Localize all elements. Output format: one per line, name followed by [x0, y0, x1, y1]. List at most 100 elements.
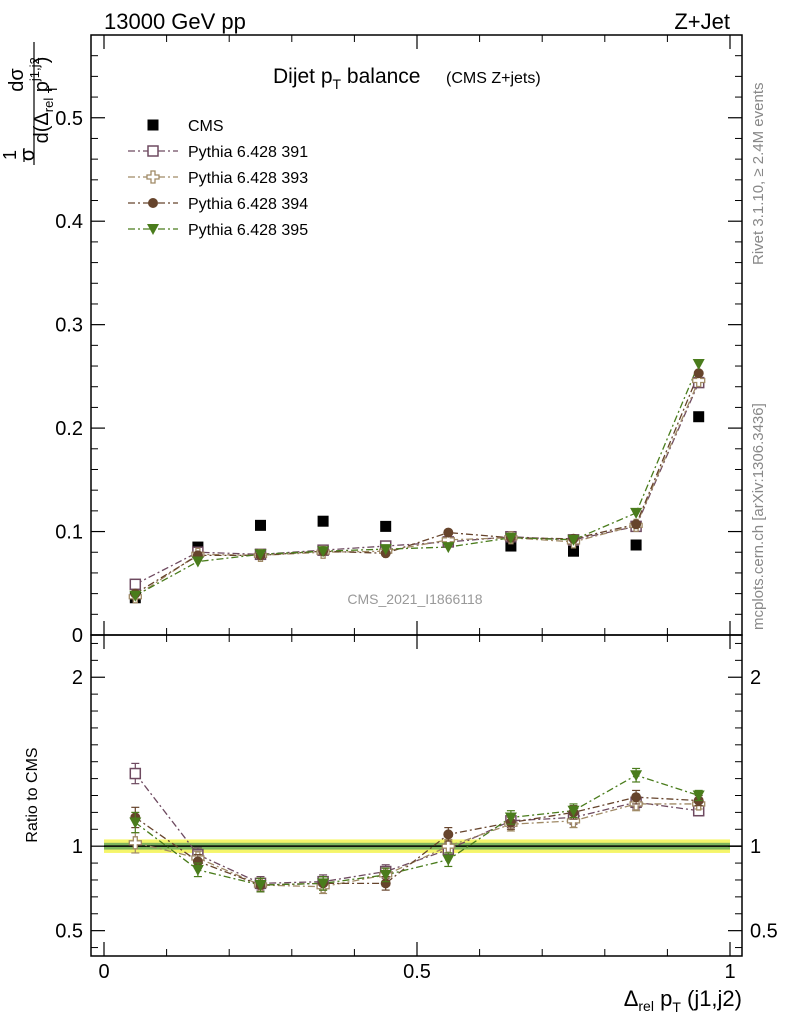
header-left: 13000 GeV pp [104, 9, 246, 34]
main-point-series4 [692, 358, 705, 370]
main-point-series0 [255, 519, 266, 531]
legend-label-2: Pythia 6.428 393 [188, 170, 308, 187]
legend-label-4: Pythia 6.428 395 [188, 222, 308, 239]
chart-title-main: Dijet p [273, 65, 333, 88]
main-point-series4 [504, 532, 517, 544]
x-axis-label: Δrel pT (j1,j2) [624, 986, 742, 1015]
xlabel-delta: Δ [624, 986, 639, 1011]
main-point-series0 [630, 539, 642, 551]
legend-marker [148, 198, 158, 208]
main-series-line-4 [134, 363, 700, 597]
main-series-line-3 [134, 373, 700, 595]
main-point-series1 [129, 578, 142, 591]
ratio-point-series3 [379, 869, 392, 881]
main-y-tick-label: 0.2 [55, 418, 83, 440]
main-point-series4 [191, 556, 204, 568]
ratio-point-series2 [631, 792, 642, 803]
ratio-point-series3 [254, 880, 267, 892]
ylabel-p: p [31, 81, 53, 98]
ratio-point-series2 [380, 878, 391, 889]
main-point-series0 [505, 540, 517, 552]
ylabel-rel: rel [41, 98, 56, 113]
legend-label-0: CMS [188, 118, 224, 135]
ratio-point-series3 [442, 854, 455, 866]
x-tick-label: 0 [98, 961, 109, 983]
ratio-series-line-3 [134, 774, 699, 886]
main-point-series4 [317, 546, 330, 558]
ratio-panel: 0.5 0.5 1 1 2 2 0 0.5 1 [55, 634, 778, 983]
ratio-point-series2 [443, 829, 454, 840]
ratio-point-series3 [630, 770, 643, 782]
main-y-tick-label: 0.4 [55, 211, 83, 233]
main-point-series3 [631, 519, 642, 530]
ratio-y-tick-label-right: 2 [750, 667, 761, 689]
ratio-point-series2 [192, 856, 203, 867]
main-point-series3 [443, 527, 454, 538]
main-point-series0 [317, 515, 329, 527]
ratio-panel-frame [90, 634, 743, 957]
legend-marker [147, 119, 159, 131]
ratio-point-series3 [504, 812, 517, 824]
ylabel-T: T [45, 85, 60, 93]
main-point-series0 [380, 520, 392, 532]
chart-title-note: (CMS Z+jets) [446, 70, 541, 87]
ratio-point-series3 [129, 817, 142, 829]
main-point-series0 [568, 545, 579, 557]
main-series-line-2 [134, 380, 700, 598]
ratio-point-series3 [191, 864, 204, 876]
ratio-y-tick-label: 1 [72, 836, 83, 858]
main-y-tick-label: 0 [72, 625, 83, 647]
ylabel-dsigma: dσ [6, 68, 28, 92]
main-y-tick-label: 0.3 [55, 315, 83, 337]
ylabel-sigma: σ [17, 148, 39, 161]
main-point-series2 [692, 373, 706, 388]
ratio-y-tick-label-right: 1 [750, 836, 761, 858]
main-y-tick-label: 0.1 [55, 522, 83, 544]
ylabel-one: 1 [0, 150, 20, 160]
legend-label-3: Pythia 6.428 394 [188, 196, 308, 213]
ratio-point-series1 [128, 836, 142, 850]
ratio-y-tick-label: 2 [72, 667, 83, 689]
xlabel-rel: rel [638, 998, 654, 1014]
chart-title-sub: T [333, 76, 342, 92]
main-point-series4 [567, 534, 580, 546]
ratio-y-axis-label: Ratio to CMS [24, 747, 41, 842]
ylabel-denominator: d(Δrel pj1,j2T) [27, 57, 60, 144]
ratio-y-tick-label: 0.5 [55, 921, 83, 943]
side-label-rivet: Rivet 3.1.10, ≥ 2.4M events [750, 83, 767, 266]
x-tick-label: 1 [724, 961, 735, 983]
ratio-point-series1 [441, 839, 455, 853]
x-tick-label: 0.5 [403, 961, 431, 983]
ylabel-d: d(Δ [31, 112, 53, 143]
ratio-series-line-2 [134, 796, 699, 886]
ratio-point-series3 [567, 805, 580, 817]
header-right: Z+Jet [674, 9, 730, 34]
main-point-series0 [693, 411, 705, 423]
main-y-tick-label: 0.5 [55, 108, 83, 130]
chart-title-tail: balance [341, 65, 420, 88]
legend: CMS Pythia 6.428 391 Pythia 6.428 393 Pythi… [128, 118, 308, 239]
main-series-line-1 [135, 382, 700, 585]
legend-marker [147, 145, 159, 157]
legend-marker [147, 224, 159, 235]
ratio-y-tick-label-right: 0.5 [750, 921, 778, 943]
main-point-series4 [254, 549, 267, 561]
ratio-point-series3 [317, 878, 330, 890]
ratio-series-line-0 [134, 773, 699, 885]
xlabel-tail: (j1,j2) [681, 986, 742, 1011]
main-point-series4 [630, 507, 643, 519]
chart-title: Dijet pT balance [273, 65, 421, 92]
main-point-series3 [693, 368, 704, 379]
ylabel-close: ) [31, 57, 53, 64]
legend-marker [146, 170, 160, 184]
watermark: CMS_2021_I1866118 [347, 591, 482, 607]
xlabel-T: T [672, 999, 681, 1015]
side-label-mcplots: mcplots.cern.ch [arXiv:1306.3436] [750, 403, 767, 630]
main-point-series4 [129, 590, 142, 602]
main-y-axis-label: 1 σ dσ d(Δrel pj1,j2T) [0, 42, 60, 165]
xlabel-p: p [654, 986, 672, 1011]
main-point-series4 [442, 542, 455, 554]
legend-label-1: Pythia 6.428 391 [188, 144, 308, 161]
ratio-point-series3 [692, 790, 705, 802]
